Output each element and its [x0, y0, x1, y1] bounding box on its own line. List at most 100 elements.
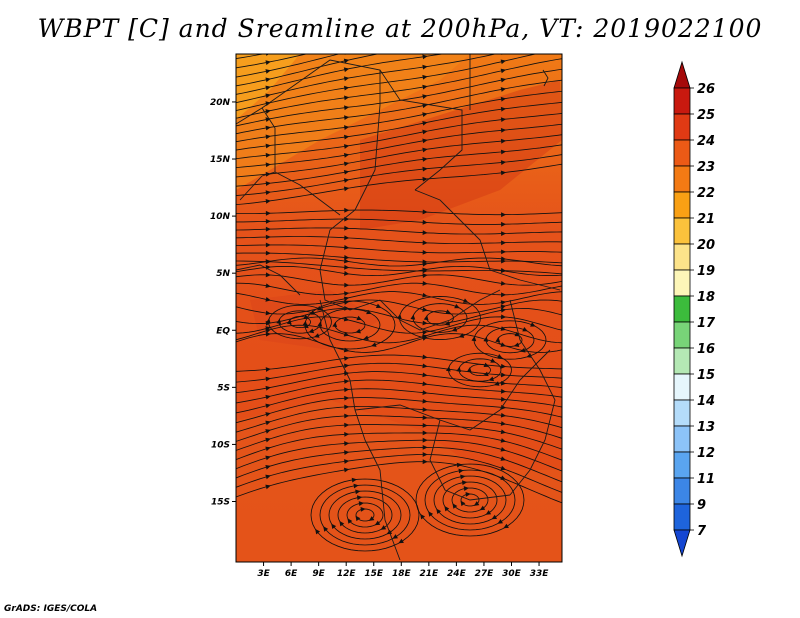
streamline-arrow — [520, 347, 526, 353]
streamline-arrow — [452, 503, 458, 509]
streamline-arrow — [265, 250, 271, 256]
colorbar-label: 23 — [697, 160, 715, 175]
streamline-arrow — [500, 475, 506, 480]
streamline-arrow — [422, 147, 428, 153]
streamline-arrow — [500, 363, 507, 369]
streamline-arrow — [351, 477, 357, 483]
streamline-arrow — [500, 372, 507, 378]
streamline-arrow — [422, 138, 428, 144]
streamline-arrow — [422, 430, 428, 436]
streamline — [236, 371, 562, 394]
streamline-arrow — [344, 379, 350, 384]
streamline-arrow — [501, 31, 506, 36]
streamline-arrow — [265, 474, 271, 480]
streamline-arrow — [317, 321, 323, 327]
streamline-arrow — [501, 231, 507, 236]
streamline — [442, 481, 498, 519]
colorbar-segment — [673, 113, 691, 141]
streamline-arrow — [344, 387, 350, 393]
streamline-arrow — [308, 328, 315, 334]
country-border — [319, 299, 401, 561]
streamline-arrow — [422, 176, 428, 182]
lon-tick-label: 27E — [475, 569, 495, 579]
colorbar-label: 21 — [697, 212, 715, 227]
streamline-arrow — [265, 143, 271, 149]
streamline-arrow — [344, 395, 350, 401]
streamline — [236, 244, 562, 254]
streamline-arrow — [422, 129, 428, 135]
map-axes: 3E 6E 9E 12E 15E 18E 21E 24E 27E 30E 33E 20N 15N 10N 5… — [210, 98, 549, 579]
streamline-arrow — [343, 134, 350, 140]
streamline-arrow — [501, 21, 506, 26]
streamline-arrow — [422, 84, 428, 90]
streamline — [236, 299, 562, 315]
streamline-arrow — [331, 523, 337, 530]
streamline-arrow — [500, 465, 506, 471]
streamline-arrow — [343, 467, 350, 473]
streamline-arrow — [265, 109, 271, 114]
streamline-arrow — [344, 404, 350, 410]
streamline-arrow — [500, 280, 507, 286]
streamline-arrow — [500, 59, 507, 65]
streamline-arrow — [265, 134, 271, 140]
streamline-arrow — [265, 437, 271, 443]
streamline-arrow — [265, 60, 271, 65]
streamline-arrow — [344, 422, 350, 428]
streamline-arrow — [422, 281, 428, 286]
streamline-arrow — [422, 363, 428, 369]
streamline-arrow — [422, 398, 428, 404]
streamline-arrow — [422, 320, 428, 326]
streamline-arrow — [343, 316, 350, 322]
colorbar-label: 11 — [697, 472, 715, 487]
streamline-arrow — [343, 152, 350, 158]
streamline-arrow — [344, 125, 350, 130]
streamline-arrow — [344, 225, 350, 231]
streamline-arrow — [460, 474, 466, 480]
streamline-arrow — [276, 318, 282, 324]
streamline-arrow — [343, 67, 350, 73]
colorbar-segment — [673, 165, 691, 193]
streamline-arrow — [473, 501, 480, 506]
streamline — [236, 54, 445, 95]
streamline — [328, 490, 402, 540]
streamline-arrow — [500, 138, 507, 144]
colorbar-segment — [673, 451, 691, 479]
colorbar-label: 22 — [697, 186, 715, 201]
streamline-arrow — [500, 256, 507, 262]
streamline-arrow — [317, 306, 323, 311]
streamline-arrow — [500, 127, 507, 133]
streamline — [236, 134, 562, 178]
streamline — [319, 484, 411, 546]
streamline-arrow — [265, 242, 271, 248]
streamline-arrow — [422, 219, 428, 225]
colorbar-segment — [673, 373, 691, 401]
streamline-arrow — [344, 271, 350, 276]
lat-tick-label: 10N — [210, 212, 231, 222]
streamline-arrow — [500, 300, 507, 306]
lat-tick-label: 15N — [210, 155, 231, 165]
streamline-arrow — [500, 438, 507, 443]
streamline-arrow — [500, 421, 507, 426]
streamline-arrow — [530, 322, 536, 327]
colorbar-max-arrow — [673, 60, 691, 89]
colorbar-label: 16 — [697, 342, 715, 357]
colorbar-label: 24 — [697, 134, 715, 149]
streamline — [236, 362, 562, 383]
colorbar-label: 15 — [697, 368, 715, 383]
streamline-arrow — [444, 321, 451, 326]
streamline-arrow — [495, 337, 501, 343]
streamline-arrow — [501, 0, 506, 5]
lon-tick-label: 18E — [392, 569, 412, 579]
lon-tick-label: 6E — [285, 569, 298, 579]
colorbar-label: 26 — [697, 82, 715, 97]
streamline-arrow — [265, 210, 271, 216]
streamline-arrow — [265, 234, 271, 240]
colorbar-label: 25 — [697, 108, 715, 123]
streamline-arrow — [500, 307, 507, 313]
streamline-arrow — [501, 240, 507, 246]
lat-tick-label: 5S — [217, 383, 230, 393]
lat-tick-label: 20N — [210, 98, 231, 108]
streamline-arrow — [422, 267, 428, 273]
streamline-arrow — [461, 480, 468, 486]
